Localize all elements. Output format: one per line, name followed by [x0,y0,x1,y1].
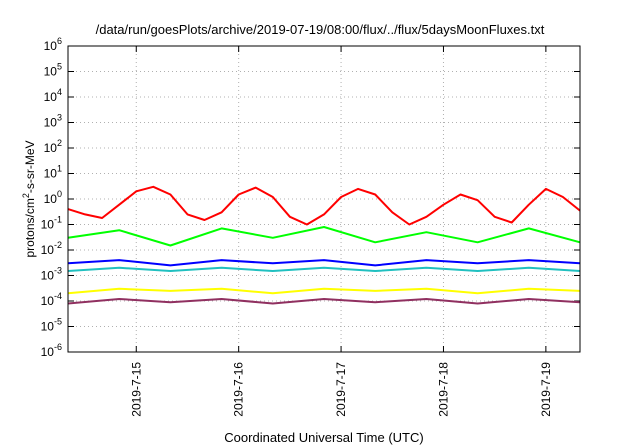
y-tick-label: 10-2 [41,240,62,257]
chart-title: /data/run/goesPlots/archive/2019-07-19/0… [95,22,545,37]
y-axis-label: protons/cm2-s-sr-MeV [21,140,37,257]
y-tick-label: 10-4 [41,291,62,308]
x-tick-label: 2019-7-15 [129,362,143,417]
x-tick-label: 2019-7-16 [232,362,246,417]
y-tick-label: 10-3 [41,266,62,283]
y-tick-label: 101 [44,164,62,181]
y-tick-label: 102 [44,138,62,155]
x-tick-label: 2019-7-19 [539,362,553,417]
x-axis-label: Coordinated Universal Time (UTC) [224,430,424,445]
y-tick-label: 10-6 [41,342,62,359]
y-tick-label: 103 [44,113,62,130]
x-tick-label: 2019-7-17 [334,362,348,417]
series-line-4 [67,266,581,272]
x-tick-label: 2019-7-18 [436,362,450,417]
plot-frame [67,45,581,353]
y-tick-label: 10-1 [41,215,62,232]
series-line-6 [67,298,581,305]
y-tick-label: 105 [44,62,62,79]
y-tick-label: 100 [44,189,62,206]
series-line-1 [67,185,581,226]
y-tick-label: 10-5 [41,317,62,334]
y-tick-label: 106 [44,36,62,53]
series-line-2 [67,226,581,247]
y-tick-label: 104 [44,87,62,104]
series-line-5 [67,287,581,295]
series-line-3 [67,259,581,267]
